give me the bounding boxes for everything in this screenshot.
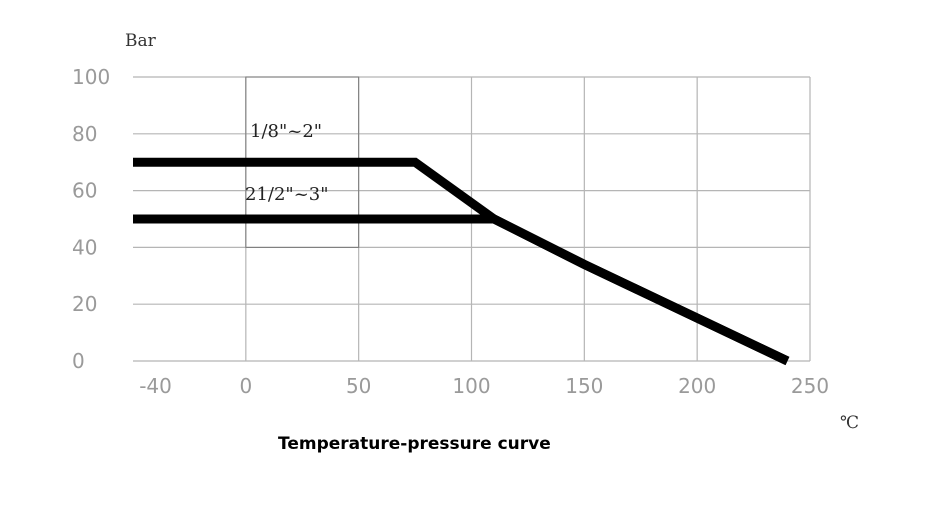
series-line-1: [133, 214, 790, 366]
y-tick-label: 60: [72, 179, 97, 203]
series-label-large-size: 21/2"~3": [245, 184, 329, 205]
y-tick-label: 100: [72, 65, 110, 89]
x-tick-label: 0: [239, 374, 252, 398]
x-tick-label: 250: [791, 374, 829, 398]
x-tick-label: 50: [346, 374, 371, 398]
x-tick-label: -40: [139, 374, 172, 398]
y-tick-label: 20: [72, 292, 97, 316]
y-axis-label: Bar: [125, 31, 157, 51]
x-axis-label: ℃: [840, 413, 859, 433]
x-tick-label: 150: [565, 374, 603, 398]
y-tick-label: 40: [72, 235, 97, 259]
x-tick-label: 100: [452, 374, 490, 398]
series-label-small-size: 1/8"~2": [250, 121, 322, 142]
series-lines: [133, 157, 790, 366]
chart-caption: Temperature-pressure curve: [278, 434, 551, 454]
series-line-0: [133, 157, 790, 366]
y-tick-label: 0: [72, 349, 85, 373]
y-tick-label: 80: [72, 122, 97, 146]
x-tick-label: 200: [678, 374, 716, 398]
